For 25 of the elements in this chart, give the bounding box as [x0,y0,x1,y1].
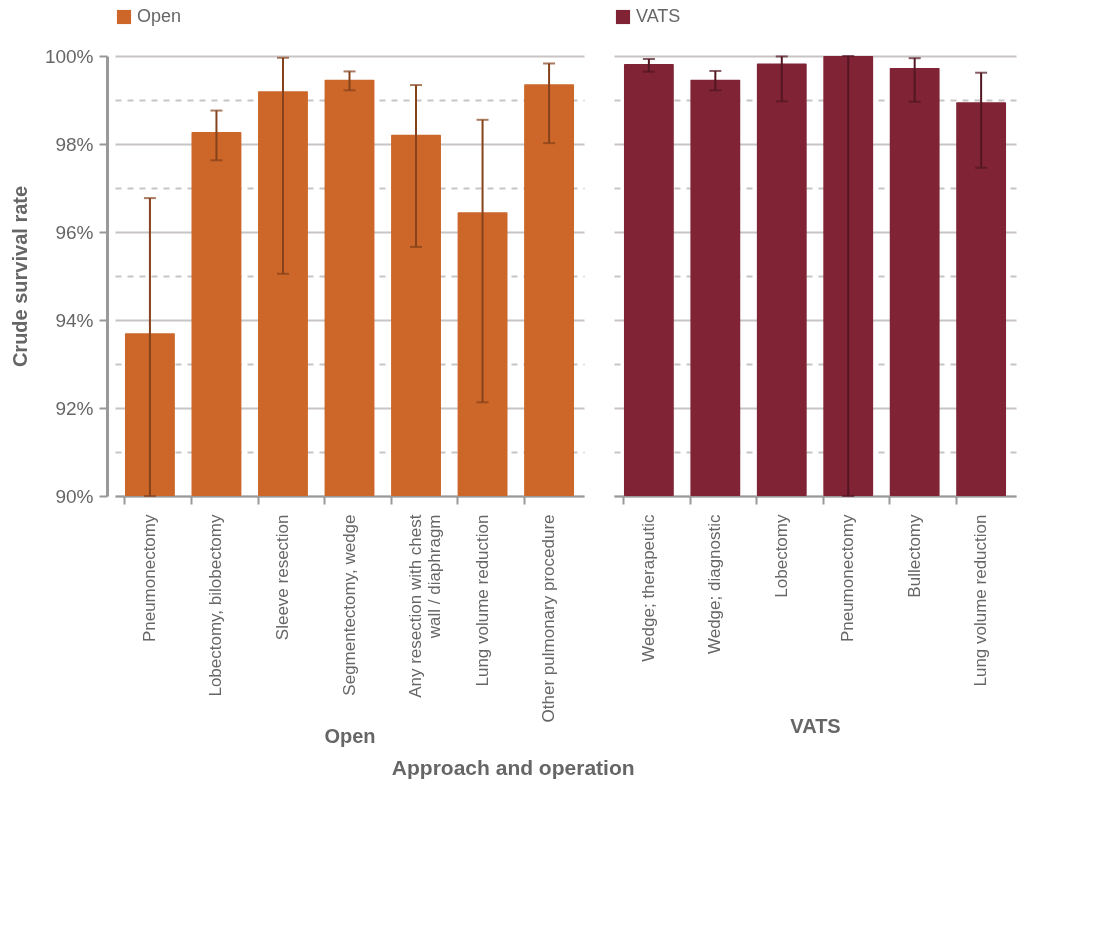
x-tick-label: Pneumonectomy [139,514,159,643]
y-tick-label: 96% [55,221,94,243]
y-tick-label: 98% [55,133,94,155]
text: Approach and operation [391,756,635,779]
x-tick-label: Lobectomy, bilobectomy [206,514,226,697]
x-tick-label: Lung volume reduction [971,514,991,687]
legend-label: Open [137,6,182,26]
x-tick-label: Bullectomy [904,514,924,598]
x-tick-label: Sleeve resection [272,514,292,641]
y-tick-label: 100% [44,45,94,67]
x-tick-label: Lobectomy [771,514,791,598]
x-tick-label: Lung volume reduction [472,514,492,687]
x-axis-title: VATS [790,714,841,737]
x-tick-label: Segmentectomy, wedge [339,514,359,696]
x-tick-label: Wedge; therapeutic [638,514,658,662]
y-tick-label: 92% [55,397,94,419]
x-tick-label: Wedge; diagnostic [705,514,725,655]
x-tick-label: Any resection with chest wall / diaphragm [406,514,445,698]
legend-label: VATS [636,6,681,26]
x-tick-label: Pneumonectomy [838,514,858,643]
y-tick-label: 90% [55,485,94,507]
x-axis-title: Open [324,724,376,747]
x-tick-label: Other pulmonary procedure [539,514,559,723]
y-axis-title: Crude survival rate [8,185,31,368]
y-tick-label: 94% [55,309,94,331]
